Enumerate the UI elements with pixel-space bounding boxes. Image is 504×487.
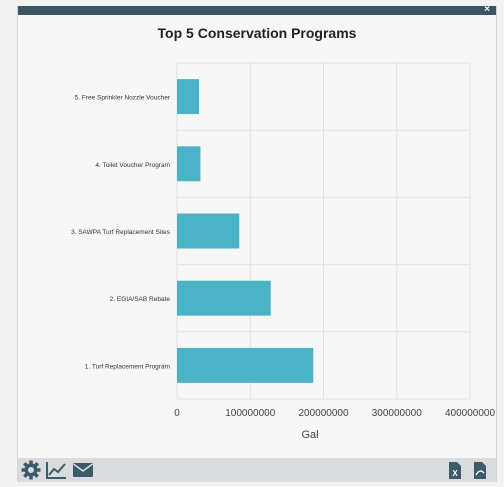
chart-panel: × Top 5 Conservation Programs 5. Free Sp…: [17, 4, 497, 482]
excel-export-icon[interactable]: X: [448, 462, 462, 479]
category-label: 1. Turf Replacement Program: [85, 363, 170, 370]
category-labels: 5. Free Sprinkler Nozzle Voucher 4. Toile…: [71, 95, 171, 371]
close-icon[interactable]: ×: [484, 4, 490, 15]
bar[interactable]: [177, 347, 314, 383]
x-tick-labels: 0 100000000 200000000 300000000 400000000: [174, 408, 495, 419]
svg-text:X: X: [452, 469, 458, 478]
panel-header: ×: [18, 4, 496, 15]
bar[interactable]: [177, 213, 240, 249]
mail-icon[interactable]: [72, 460, 94, 480]
x-tick-label: 200000000: [298, 408, 348, 419]
category-label: 5. Free Sprinkler Nozzle Voucher: [75, 95, 171, 102]
gear-icon[interactable]: [21, 460, 41, 480]
x-tick-label: 300000000: [372, 408, 422, 419]
pdf-export-icon[interactable]: [473, 462, 487, 479]
x-axis-label: Gal: [301, 429, 318, 441]
category-label: 4. Toilet Voucher Program: [95, 162, 170, 169]
category-label: 2. EGIA/SAB Rebate: [110, 296, 171, 303]
chart-bars: [177, 79, 314, 383]
x-tick-label: 400000000: [445, 408, 495, 419]
panel-footer: X: [18, 458, 496, 482]
bar[interactable]: [177, 146, 201, 182]
category-label: 3. SAWPA Turf Replacement Sites: [71, 229, 171, 236]
bar-chart: 5. Free Sprinkler Nozzle Voucher 4. Toile…: [71, 62, 495, 441]
x-tick-label: 100000000: [225, 408, 275, 419]
chart-grid: [176, 62, 471, 400]
x-tick-label: 0: [174, 408, 180, 419]
bar[interactable]: [177, 280, 271, 316]
line-chart-icon[interactable]: [45, 460, 67, 480]
chart-title: Top 5 Conservation Programs: [157, 25, 357, 41]
bar[interactable]: [177, 79, 199, 115]
